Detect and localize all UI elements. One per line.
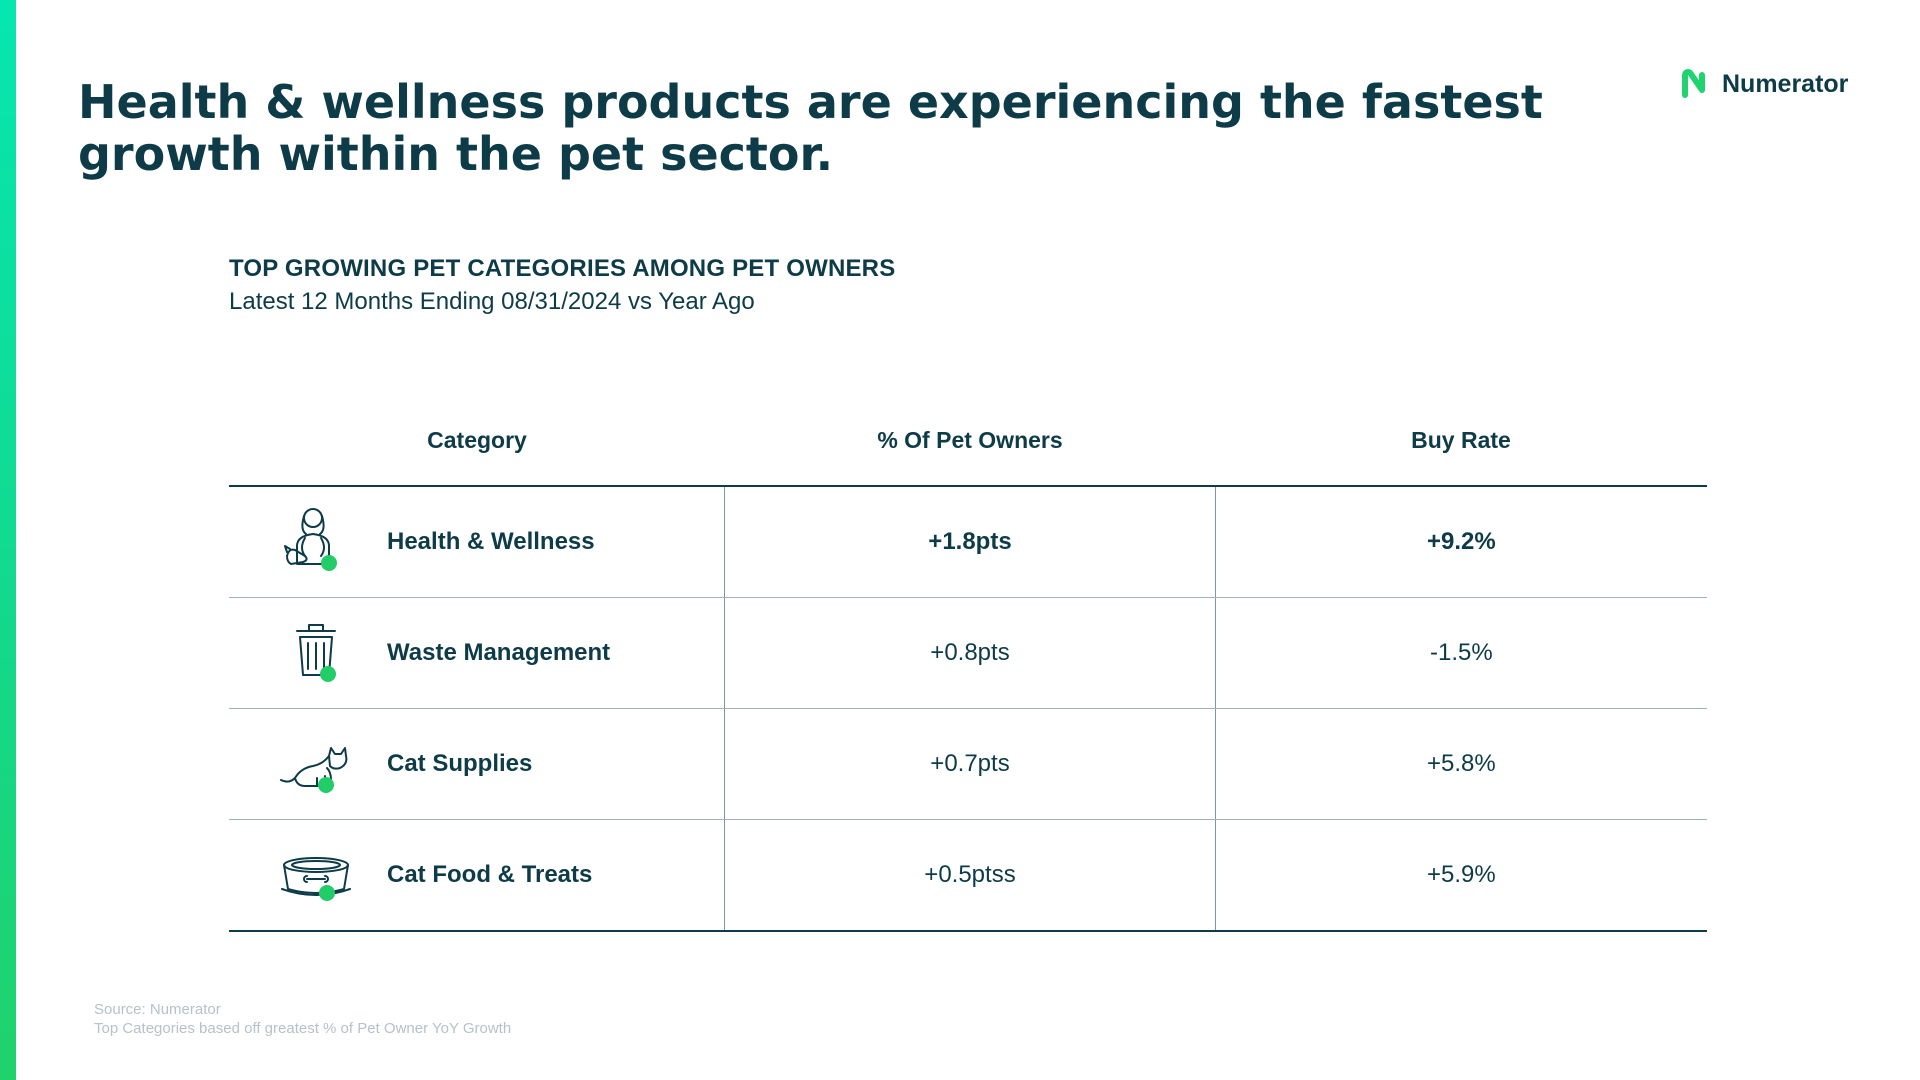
buy-rate-value: +5.8% [1214, 709, 1707, 819]
table-row: Waste Management +0.8pts -1.5% [229, 598, 1707, 709]
category-cell: Cat Supplies [229, 709, 724, 819]
logo-text: Numerator [1722, 69, 1849, 98]
category-name: Health & Wellness [387, 528, 595, 555]
numerator-logo-icon [1682, 69, 1705, 98]
numerator-logo: Numerator [1680, 68, 1848, 100]
category-cell: Health & Wellness [229, 487, 724, 597]
accent-side-bar [0, 0, 16, 1080]
table-header: Category % Of Pet Owners Buy Rate [229, 396, 1707, 487]
buy-rate-value: +9.2% [1214, 487, 1707, 597]
table-subtitle: Latest 12 Months Ending 08/31/2024 vs Ye… [229, 288, 755, 315]
table-title: TOP GROWING PET CATEGORIES AMONG PET OWN… [229, 255, 896, 282]
column-header-buy-rate: Buy Rate [1411, 427, 1511, 453]
table-row: Health & Wellness +1.8pts +9.2% [229, 487, 1707, 598]
category-name: Cat Food & Treats [387, 861, 593, 888]
footnote: Source: Numerator Top Categories based o… [94, 1000, 511, 1038]
methodology-note: Top Categories based off greatest % of P… [94, 1020, 512, 1037]
categories-table: Category % Of Pet Owners Buy Rate Health… [229, 396, 1707, 932]
table-row: Cat Food & Treats +0.5ptss +5.9% [229, 820, 1707, 932]
pet-owners-value: +1.8pts [724, 487, 1214, 597]
column-header-category: Category [427, 427, 527, 453]
cat-icon [277, 724, 355, 804]
pet-owners-value: +0.8pts [724, 598, 1214, 708]
buy-rate-value: -1.5% [1214, 598, 1707, 708]
pet-owners-value: +0.7pts [724, 709, 1214, 819]
buy-rate-value: +5.9% [1214, 820, 1707, 930]
source-note: Source: Numerator [94, 1001, 221, 1018]
vet-with-pet-icon [277, 502, 355, 582]
pet-owners-value: +0.5ptss [724, 820, 1214, 930]
category-name: Waste Management [387, 639, 611, 666]
trash-can-icon [277, 613, 355, 693]
table-row: Cat Supplies +0.7pts +5.8% [229, 709, 1707, 820]
page-title: Health & wellness products are experienc… [78, 75, 1543, 181]
category-cell: Cat Food & Treats [229, 820, 724, 930]
category-name: Cat Supplies [387, 750, 533, 777]
pet-food-bowl-icon [277, 835, 355, 915]
category-cell: Waste Management [229, 598, 724, 708]
column-header-pet-owners: % Of Pet Owners [877, 427, 1063, 453]
